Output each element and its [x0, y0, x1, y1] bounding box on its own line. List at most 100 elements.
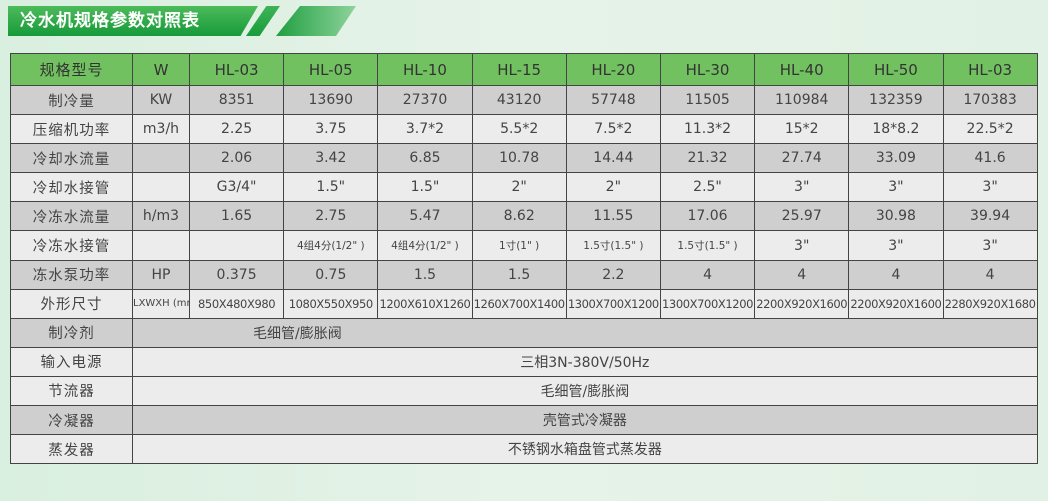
header-row: 规格型号 W HL-03 HL-05 HL-10 HL-15 HL-20 HL-30 HL-40…	[10, 53, 1038, 86]
table-row: 压缩机功率 m3/h 2.25 3.75 3.7*2 5.5*2 7.5*2 11.3*2 15…	[10, 114, 1038, 145]
model-header: HL-03	[188, 53, 285, 86]
table-cell: 2.06	[188, 143, 285, 174]
row-label: 节流器	[10, 375, 133, 407]
table-cell: 33.09	[848, 143, 944, 174]
table-row: 冷冻水接管 4组4分(1/2" ) 4组4分(1/2" ) 1寸(1" ) 1.5寸(1…	[10, 230, 1038, 261]
table-cell: 22.5*2	[942, 114, 1038, 145]
table-cell: 1300X700X1200	[565, 288, 661, 319]
table-cell: 11.3*2	[659, 114, 756, 145]
table-row: 制冷剂 毛细管/膨胀阀	[10, 317, 1038, 348]
table-cell: 15*2	[754, 114, 850, 145]
row-label: 冷凝器	[10, 405, 133, 436]
row-label: 外形尺寸	[10, 288, 133, 319]
table-cell: 30.98	[848, 201, 944, 232]
table-cell: 4组4分(1/2" )	[377, 230, 473, 261]
model-header: HL-40	[754, 53, 850, 86]
header-label: 规格型号	[10, 53, 133, 86]
table-cell: G3/4"	[188, 172, 285, 203]
table-cell: 8.62	[471, 201, 567, 232]
table-cell: 43120	[471, 84, 567, 116]
table-cell: 4	[848, 259, 944, 290]
table-cell: 6.85	[377, 143, 473, 174]
table-cell: 3.42	[283, 143, 379, 174]
table-cell: 2.5"	[659, 172, 756, 203]
banner-decoration	[276, 6, 356, 36]
row-unit: h/m3	[132, 201, 190, 232]
row-unit: KW	[132, 84, 190, 116]
table-cell: 1200X610X1260	[377, 288, 473, 319]
table-row: 节流器 毛细管/膨胀阀	[10, 375, 1038, 407]
table-cell: 4组4分(1/2" )	[283, 230, 379, 261]
table-cell: 0.375	[188, 259, 285, 290]
row-label: 冷却水接管	[10, 172, 133, 203]
span-value: 不锈钢水箱盘管式蒸发器	[132, 434, 1038, 465]
row-unit: HP	[132, 259, 190, 290]
table-cell: 2200X920X1600	[848, 288, 944, 319]
row-label: 冷冻水接管	[10, 230, 133, 261]
table-cell: 3"	[754, 230, 850, 261]
table-cell: 0.75	[283, 259, 379, 290]
row-label: 蒸发器	[10, 434, 133, 465]
table-cell: 11.55	[565, 201, 661, 232]
table-cell: 7.5*2	[565, 114, 661, 145]
model-header: HL-15	[471, 53, 567, 86]
table-cell: 4	[942, 259, 1038, 290]
row-label: 输入电源	[10, 346, 133, 377]
model-header: HL-30	[659, 53, 756, 86]
table-cell: 2.2	[565, 259, 661, 290]
row-label: 冷冻水流量	[10, 201, 133, 232]
table-cell: 1260X700X1400	[471, 288, 567, 319]
row-unit	[132, 172, 190, 203]
span-value: 壳管式冷凝器	[132, 405, 1038, 436]
row-label: 制冷量	[10, 84, 133, 116]
table-cell: 2"	[565, 172, 661, 203]
table-row: 蒸发器 不锈钢水箱盘管式蒸发器	[10, 434, 1038, 465]
table-cell: 57748	[565, 84, 661, 116]
table-cell: 2"	[471, 172, 567, 203]
table-cell: 1080X550X950	[283, 288, 379, 319]
table-cell: 170383	[942, 84, 1038, 116]
table-cell: 25.97	[754, 201, 850, 232]
table-cell: 2280X920X1680	[942, 288, 1038, 319]
table-cell: 2.25	[188, 114, 285, 145]
table-cell: 41.6	[942, 143, 1038, 174]
table-cell: 850X480X980	[188, 288, 285, 319]
row-unit: LXWXH (mm)	[132, 288, 190, 319]
table-row: 制冷量 KW 8351 13690 27370 43120 57748 11505 110984…	[10, 84, 1038, 116]
table-cell: 1.5"	[283, 172, 379, 203]
table-cell: 110984	[754, 84, 850, 116]
table-cell: 4	[659, 259, 756, 290]
table-cell: 17.06	[659, 201, 756, 232]
table-cell: 1.65	[188, 201, 285, 232]
table-cell: 21.32	[659, 143, 756, 174]
table-cell: 1.5	[377, 259, 473, 290]
table-cell: 14.44	[565, 143, 661, 174]
model-header: HL-10	[377, 53, 473, 86]
table-cell: 3"	[942, 230, 1038, 261]
table-cell: 11505	[659, 84, 756, 116]
table-row: 冻水泵功率 HP 0.375 0.75 1.5 1.5 2.2 4 4 4 4	[10, 259, 1038, 290]
table-cell: 27370	[377, 84, 473, 116]
table-cell: 3"	[848, 172, 944, 203]
table-cell: 5.5*2	[471, 114, 567, 145]
header-unit: W	[132, 53, 190, 86]
table-cell: 8351	[188, 84, 285, 116]
row-label: 冷却水流量	[10, 143, 133, 174]
table-cell: 1寸(1" )	[471, 230, 567, 261]
table-cell: 3.7*2	[377, 114, 473, 145]
table-cell: 1.5寸(1.5" )	[659, 230, 756, 261]
table-cell: 1.5寸(1.5" )	[565, 230, 661, 261]
span-value: 毛细管/膨胀阀	[132, 317, 1038, 348]
table-cell: 2200X920X1600	[754, 288, 850, 319]
row-unit	[132, 143, 190, 174]
table-cell: 3"	[848, 230, 944, 261]
row-unit	[132, 230, 190, 261]
table-row: 输入电源 三相3N-380V/50Hz	[10, 346, 1038, 377]
span-value: 毛细管/膨胀阀	[132, 375, 1038, 407]
table-row: 冷冻水流量 h/m3 1.65 2.75 5.47 8.62 11.55 17.06 25.97…	[10, 201, 1038, 232]
table-cell: 27.74	[754, 143, 850, 174]
row-label: 压缩机功率	[10, 114, 133, 145]
table-cell: 39.94	[942, 201, 1038, 232]
model-header: HL-05	[283, 53, 379, 86]
